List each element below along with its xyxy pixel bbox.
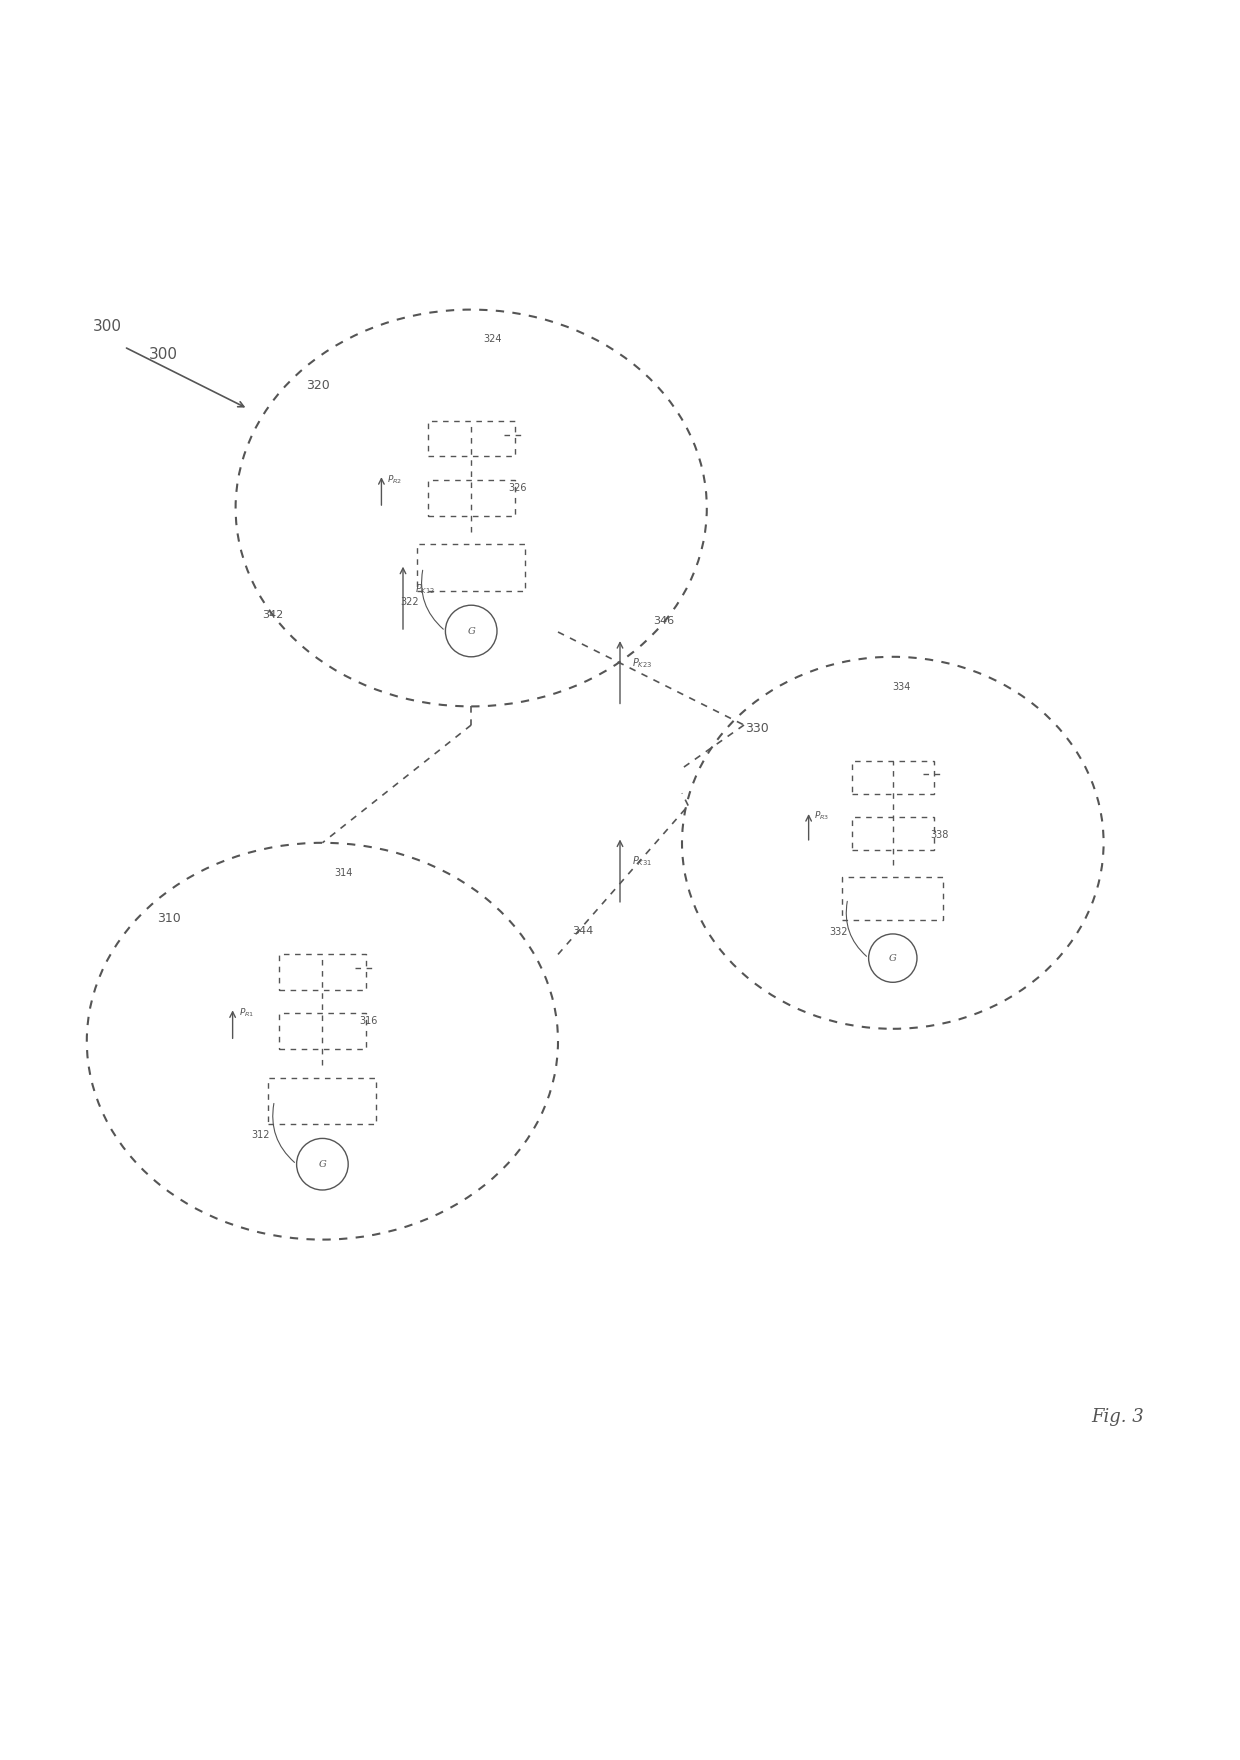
- Text: 346: 346: [652, 616, 675, 627]
- Text: $P_{K12}$: $P_{K12}$: [415, 583, 435, 595]
- Text: 338: 338: [930, 831, 949, 840]
- Bar: [279, 954, 366, 989]
- Bar: [852, 817, 934, 850]
- Bar: [428, 421, 515, 456]
- Text: 332: 332: [830, 926, 848, 936]
- Text: 314: 314: [335, 868, 353, 878]
- Text: 316: 316: [360, 1016, 378, 1026]
- Bar: [852, 760, 934, 794]
- Text: 320: 320: [306, 378, 330, 392]
- Text: 300: 300: [149, 347, 177, 363]
- Text: 334: 334: [893, 681, 911, 692]
- Text: 324: 324: [484, 334, 502, 345]
- Text: 330: 330: [745, 722, 769, 736]
- Text: G: G: [889, 954, 897, 963]
- Text: 312: 312: [252, 1130, 270, 1140]
- Text: $P_{R3}$: $P_{R3}$: [815, 810, 830, 822]
- Bar: [268, 1077, 377, 1125]
- Text: $P_{R1}$: $P_{R1}$: [238, 1007, 254, 1019]
- Text: 342: 342: [262, 609, 284, 620]
- Text: $P_{K23}$: $P_{K23}$: [632, 656, 653, 671]
- Text: G: G: [467, 627, 475, 635]
- Bar: [417, 544, 526, 591]
- Bar: [428, 480, 515, 516]
- Text: 300: 300: [93, 319, 122, 334]
- Text: 344: 344: [572, 926, 594, 936]
- Text: $P_{R2}$: $P_{R2}$: [387, 473, 403, 486]
- Text: Fig. 3: Fig. 3: [1091, 1408, 1145, 1426]
- Text: 322: 322: [401, 597, 419, 607]
- Text: 326: 326: [508, 484, 527, 493]
- Text: $P_{K31}$: $P_{K31}$: [632, 855, 652, 868]
- Text: 310: 310: [157, 912, 181, 926]
- Bar: [842, 876, 944, 920]
- Bar: [279, 1014, 366, 1049]
- Text: G: G: [319, 1160, 326, 1169]
